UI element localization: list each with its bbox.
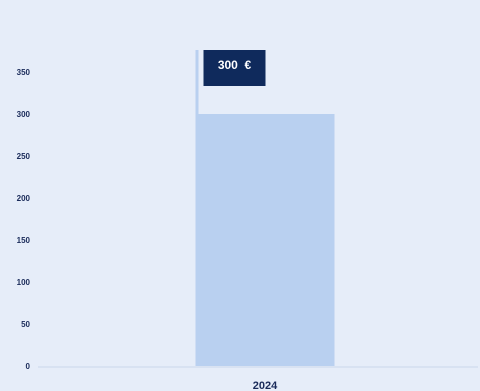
bar-series [195, 50, 335, 366]
x-axis-category-labels: 2024 [253, 380, 278, 391]
y-tick-label: 0 [26, 362, 31, 371]
data-label: 300 € [218, 58, 252, 72]
y-tick-label: 150 [17, 236, 31, 245]
y-tick-label: 200 [17, 194, 31, 203]
data-labels: 300 € [203, 50, 266, 86]
data-label-box [203, 50, 266, 86]
bar [195, 114, 335, 366]
bar-highlight-marker [195, 50, 199, 114]
y-tick-label: 100 [17, 278, 31, 287]
y-axis-ticks: 0 50 100 150 200 250 300 350 [17, 68, 31, 371]
y-tick-label: 50 [21, 320, 30, 329]
y-tick-label: 250 [17, 152, 31, 161]
x-tick-label: 2024 [253, 380, 278, 391]
y-tick-label: 350 [17, 68, 31, 77]
y-tick-label: 300 [17, 110, 31, 119]
